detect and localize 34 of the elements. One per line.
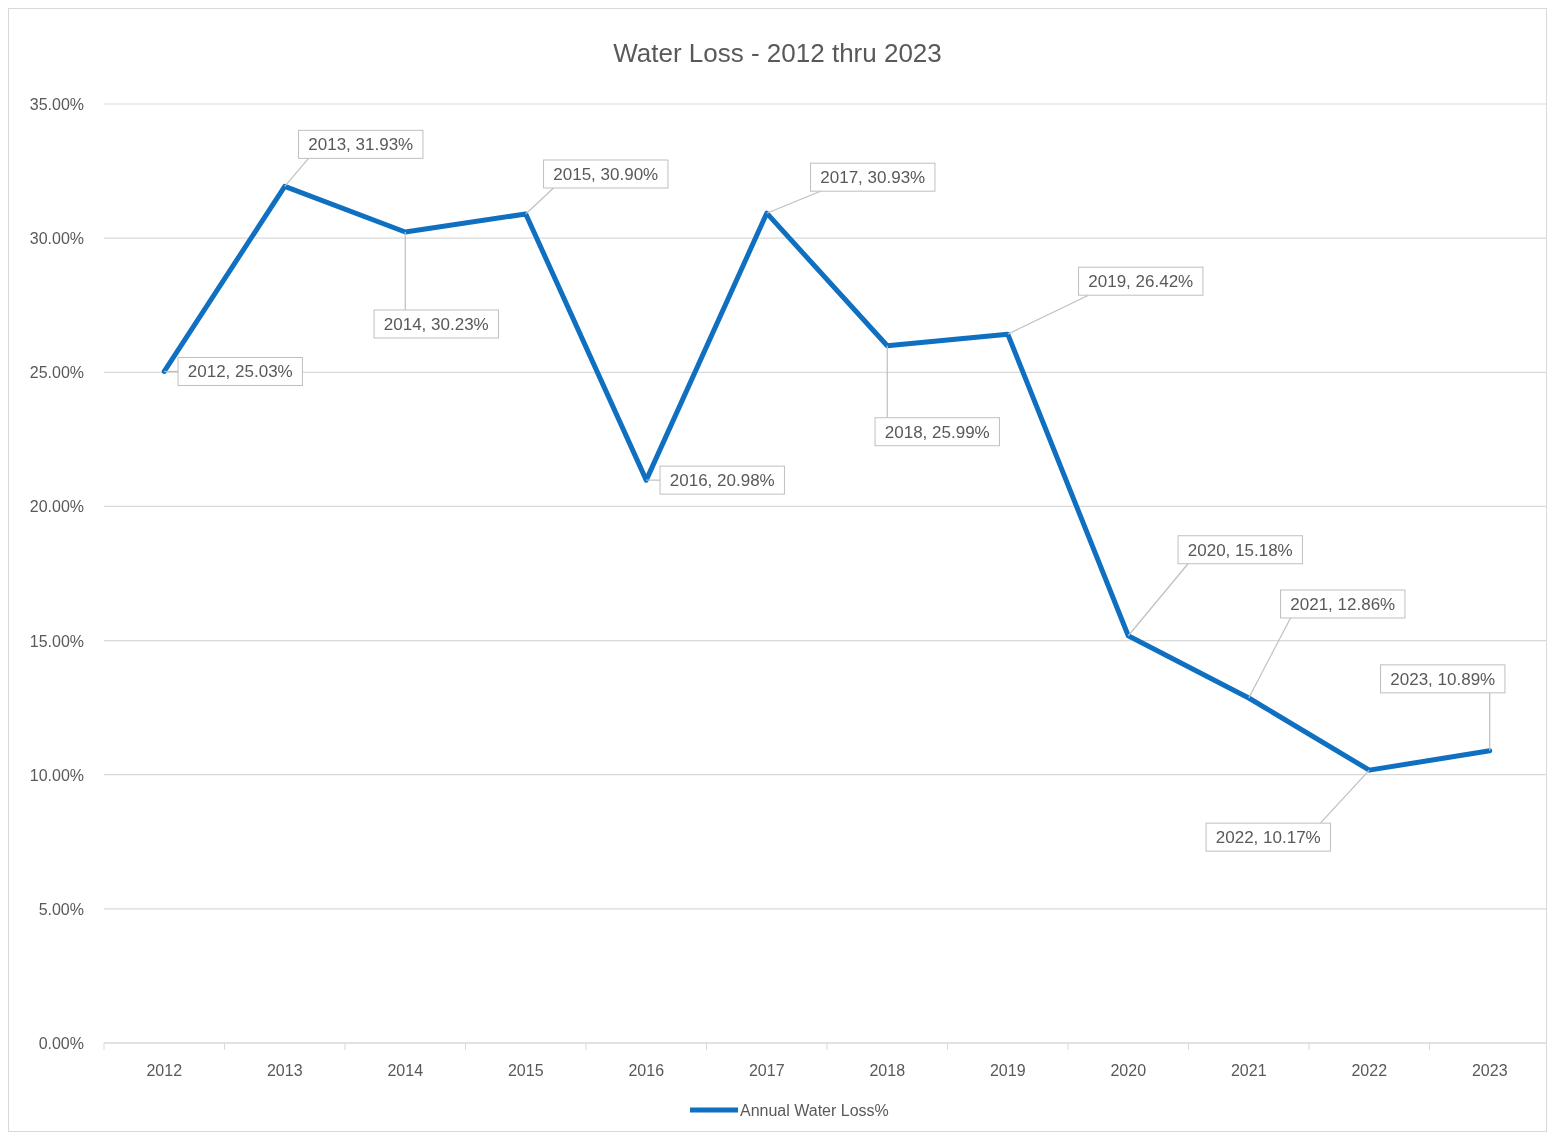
data-label: 2019, 26.42%	[1088, 272, 1194, 292]
data-label: 2021, 12.86%	[1290, 594, 1396, 614]
x-tick-label: 2019	[989, 1062, 1026, 1079]
x-tick-label: 2015	[507, 1062, 544, 1079]
data-label: 2023, 10.89%	[1390, 669, 1496, 689]
legend-label: Annual Water Loss%	[740, 1102, 889, 1119]
chart-title: Water Loss - 2012 thru 2023	[613, 38, 942, 68]
y-tick-label: 5.00%	[38, 900, 84, 918]
y-tick-label: 10.00%	[29, 766, 84, 784]
y-tick-label: 25.00%	[29, 364, 84, 382]
data-label: 2018, 25.99%	[884, 422, 990, 442]
y-tick-label: 20.00%	[29, 498, 84, 516]
x-tick-label: 2021	[1230, 1062, 1267, 1079]
x-tick-label: 2013	[266, 1062, 303, 1079]
x-tick-label: 2017	[748, 1062, 785, 1079]
data-label: 2012, 25.03%	[187, 362, 293, 382]
x-tick-label: 2014	[387, 1062, 424, 1079]
y-tick-label: 30.00%	[29, 230, 84, 248]
x-tick-label: 2012	[146, 1062, 183, 1079]
data-label: 2014, 30.23%	[383, 314, 489, 334]
x-tick-label: 2018	[869, 1062, 906, 1079]
x-tick-label: 2020	[1110, 1062, 1147, 1079]
x-tick-label: 2022	[1351, 1062, 1388, 1079]
data-label: 2016, 20.98%	[669, 471, 775, 491]
x-tick-label: 2023	[1471, 1062, 1508, 1079]
y-tick-label: 15.00%	[29, 632, 84, 650]
data-label: 2013, 31.93%	[308, 135, 414, 155]
data-label: 2022, 10.17%	[1215, 828, 1321, 848]
y-tick-label: 0.00%	[38, 1035, 84, 1052]
y-tick-label: 35.00%	[29, 96, 84, 113]
data-label: 2017, 30.93%	[820, 168, 926, 188]
data-label: 2020, 15.18%	[1187, 540, 1293, 560]
data-label: 2015, 30.90%	[553, 165, 659, 184]
x-tick-label: 2016	[628, 1062, 665, 1079]
